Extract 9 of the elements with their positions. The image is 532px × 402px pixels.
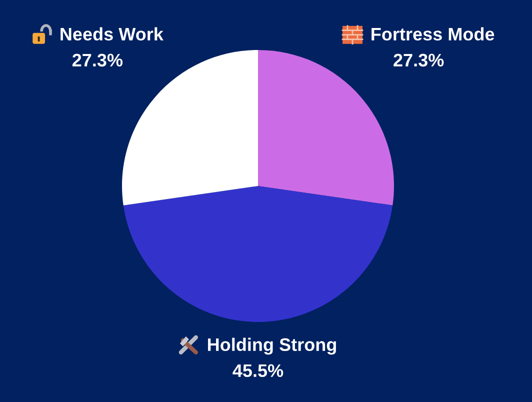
pie-slice <box>122 50 258 206</box>
data-label: 27.3% <box>72 54 123 67</box>
slice-label: Needs Work <box>60 27 164 41</box>
pie-slice <box>123 186 393 322</box>
data-label: 45.5% <box>232 364 284 378</box>
slice-label: Holding Strong <box>208 338 336 355</box>
pie-slice <box>258 50 394 206</box>
data-label: 27.3% <box>394 54 444 67</box>
slice-label: Fortress Mode <box>372 27 494 41</box>
